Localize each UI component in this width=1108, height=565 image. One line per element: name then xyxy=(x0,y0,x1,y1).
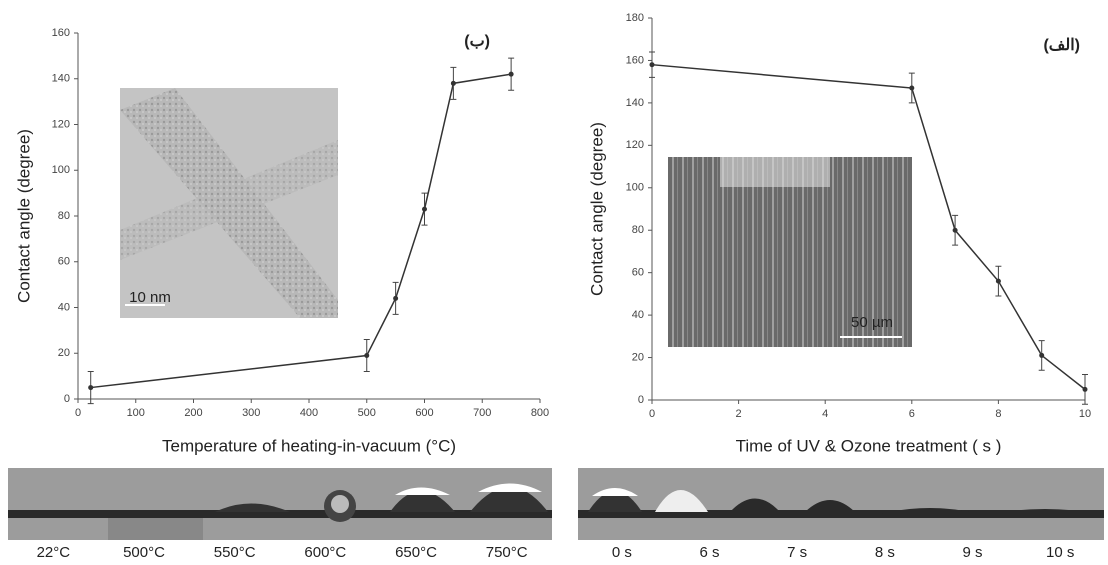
y-tick-label: 60 xyxy=(58,256,70,268)
data-point xyxy=(995,278,1001,284)
panel-label: (ب) xyxy=(464,33,490,50)
x-tick-label: 800 xyxy=(531,407,549,419)
tem-inset xyxy=(120,88,338,318)
data-point xyxy=(422,206,427,212)
photo-label: 650°C xyxy=(395,544,437,561)
y-axis-label: Contact angle (degree) xyxy=(14,129,33,303)
x-axis-label: Temperature of heating-in-vacuum (°C) xyxy=(162,436,456,455)
y-tick-label: 160 xyxy=(52,27,70,39)
data-point xyxy=(393,295,399,301)
x-tick-label: 700 xyxy=(473,407,491,419)
x-tick-label: 100 xyxy=(127,407,145,419)
data-point xyxy=(1039,352,1045,358)
y-tick-label: 160 xyxy=(626,54,644,66)
data-point xyxy=(649,62,655,68)
y-tick-label: 140 xyxy=(626,97,644,109)
y-tick-label: 80 xyxy=(58,210,70,222)
x-tick-label: 300 xyxy=(242,407,260,419)
photo-label: 600°C xyxy=(304,544,346,561)
y-tick-label: 40 xyxy=(632,309,644,321)
photo-strip xyxy=(8,468,552,540)
photo-strip xyxy=(578,468,1104,540)
photo-label: 8 s xyxy=(875,544,895,561)
photo-label: 750°C xyxy=(486,544,528,561)
photo-label: 9 s xyxy=(962,544,982,561)
x-tick-label: 400 xyxy=(300,407,318,419)
scale-bar-label: 10 nm xyxy=(129,289,171,306)
data-point xyxy=(364,353,370,359)
data-point xyxy=(88,385,94,391)
y-tick-label: 0 xyxy=(64,393,70,405)
panel-label: (الف) xyxy=(1043,37,1080,54)
x-tick-label: 0 xyxy=(649,408,655,420)
photo-label: 7 s xyxy=(787,544,807,561)
x-tick-label: 600 xyxy=(415,407,433,419)
y-tick-label: 120 xyxy=(626,139,644,151)
x-tick-label: 500 xyxy=(358,407,376,419)
data-point xyxy=(909,85,915,91)
x-axis-label: Time of UV & Ozone treatment ( s ) xyxy=(736,436,1002,455)
data-point xyxy=(450,80,456,86)
y-axis-label: Contact angle (degree) xyxy=(587,122,606,296)
data-line xyxy=(90,73,512,389)
data-point xyxy=(1082,386,1088,392)
x-tick-label: 8 xyxy=(995,408,1001,420)
data-point xyxy=(952,227,958,233)
y-tick-label: 140 xyxy=(52,73,70,85)
x-tick-label: 10 xyxy=(1079,408,1091,420)
scale-bar-label: 50 µm xyxy=(851,314,893,331)
x-tick-label: 2 xyxy=(736,408,742,420)
photo-label: 500°C xyxy=(123,544,165,561)
y-tick-label: 0 xyxy=(638,394,644,406)
sem-inset xyxy=(668,157,912,347)
y-tick-label: 60 xyxy=(632,267,644,279)
photo-label: 10 s xyxy=(1046,544,1074,561)
y-tick-label: 20 xyxy=(58,347,70,359)
photo-label: 0 s xyxy=(612,544,632,561)
y-tick-label: 20 xyxy=(632,351,644,363)
x-tick-label: 4 xyxy=(822,408,828,420)
data-line xyxy=(651,63,1086,390)
photo-label: 22°C xyxy=(37,544,71,561)
x-tick-label: 0 xyxy=(75,407,81,419)
y-tick-label: 180 xyxy=(626,12,644,24)
photo-label: 6 s xyxy=(699,544,719,561)
x-tick-label: 200 xyxy=(184,407,202,419)
y-tick-label: 80 xyxy=(632,224,644,236)
photo-label: 550°C xyxy=(214,544,256,561)
y-tick-label: 120 xyxy=(52,118,70,130)
y-tick-label: 100 xyxy=(626,182,644,194)
data-point xyxy=(508,71,514,77)
y-tick-label: 100 xyxy=(52,164,70,176)
y-tick-label: 40 xyxy=(58,301,70,313)
x-tick-label: 6 xyxy=(909,408,915,420)
